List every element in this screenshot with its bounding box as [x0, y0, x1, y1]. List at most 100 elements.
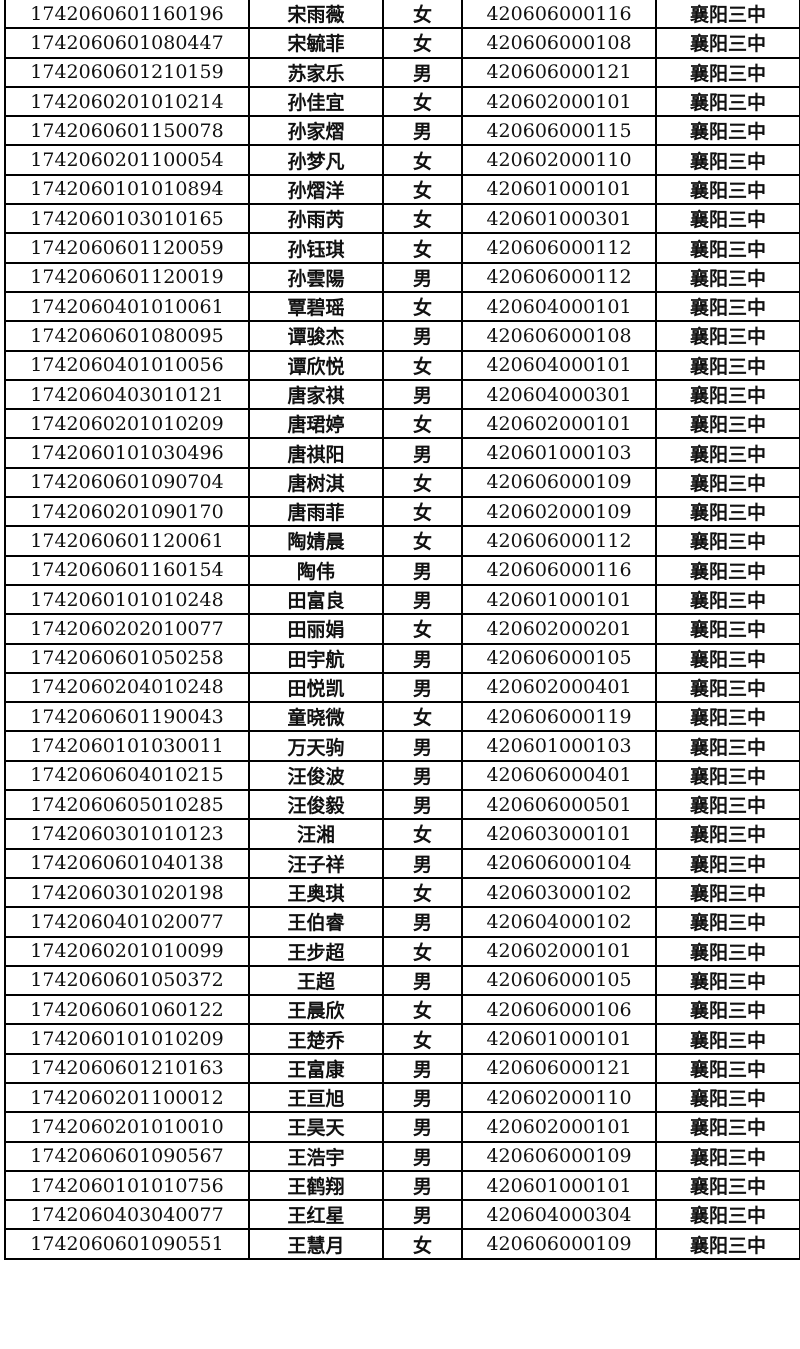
student-table: 1742060601160196 宋雨薇女 420606000116 襄阳三中 1742…: [4, 0, 800, 1260]
table-row: 1742060601120059 孙钰琪女 420606000112 襄阳三中: [4, 232, 800, 264]
school-cell: 襄阳三中: [655, 847, 800, 879]
table-row: 1742060601120019 孙雲陽男 420606000112 襄阳三中: [4, 261, 800, 293]
school-cell: 襄阳三中: [655, 261, 800, 293]
name-cell: 田富良: [248, 583, 384, 616]
gender-cell: 女: [382, 818, 463, 850]
table-row: 1742060101030011 万天驹男 420601000103 襄阳三中: [4, 730, 800, 762]
school-code-cell: 420602000401: [461, 671, 657, 704]
gender-cell: 男: [382, 1052, 463, 1084]
gender-cell: 男: [382, 554, 463, 586]
gender-cell: 女: [382, 525, 463, 557]
school-code-cell: 420602000101: [461, 935, 657, 967]
name-cell: 陶伟: [248, 554, 384, 586]
table-row: 1742060201100012 王亘旭男 420602000110 襄阳三中: [4, 1081, 800, 1114]
exam-id-cell: 1742060403040077: [4, 1199, 250, 1231]
school-code-cell: 420606000109: [461, 1228, 657, 1260]
school-cell: 襄阳三中: [655, 1199, 800, 1231]
exam-id-cell: 1742060301010123: [4, 818, 250, 850]
school-code-cell: 420601000103: [461, 730, 657, 762]
table-row: 1742060101010894 孙熠洋女 420601000101 襄阳三中: [4, 173, 800, 206]
name-cell: 王浩宇: [248, 1140, 384, 1172]
exam-id-cell: 1742060403010121: [4, 378, 250, 411]
table-row: 1742060202010077 田丽娟女 420602000201 襄阳三中: [4, 613, 800, 645]
table-row: 1742060101010756 王鹤翔男 420601000101 襄阳三中: [4, 1169, 800, 1202]
name-cell: 王鹤翔: [248, 1169, 384, 1202]
table-row: 1742060201010010 王昊天男 420602000101 襄阳三中: [4, 1111, 800, 1143]
name-cell: 王亘旭: [248, 1081, 384, 1114]
name-cell: 唐珺婷: [248, 408, 384, 440]
exam-id-cell: 1742060101010248: [4, 583, 250, 616]
name-cell: 汪湘: [248, 818, 384, 850]
table-row: 1742060201010214 孙佳宜女 420602000101 襄阳三中: [4, 85, 800, 118]
school-code-cell: 420606000105: [461, 964, 657, 997]
gender-cell: 男: [382, 642, 463, 674]
table-row: 1742060601190043 童晓微女 420606000119 襄阳三中: [4, 701, 800, 733]
gender-cell: 男: [382, 1169, 463, 1202]
name-cell: 唐家祺: [248, 378, 384, 411]
exam-id-cell: 1742060103010165: [4, 203, 250, 235]
school-code-cell: 420606000121: [461, 56, 657, 88]
name-cell: 孙雲陽: [248, 261, 384, 293]
table-row: 1742060101010209 王楚乔女 420601000101 襄阳三中: [4, 1023, 800, 1055]
name-cell: 孙熠洋: [248, 173, 384, 206]
name-cell: 孙钰琪: [248, 232, 384, 264]
table-row: 1742060401010056 谭欣悦女 420604000101 襄阳三中: [4, 349, 800, 381]
school-code-cell: 420602000110: [461, 1081, 657, 1114]
gender-cell: 男: [382, 964, 463, 997]
exam-id-cell: 1742060601120059: [4, 232, 250, 264]
school-code-cell: 420602000109: [461, 496, 657, 528]
gender-cell: 女: [382, 290, 463, 323]
name-cell: 汪俊波: [248, 759, 384, 792]
school-cell: 襄阳三中: [655, 232, 800, 264]
gender-cell: 女: [382, 935, 463, 967]
name-cell: 苏家乐: [248, 56, 384, 88]
exam-id-cell: 1742060101010209: [4, 1023, 250, 1055]
school-cell: 襄阳三中: [655, 56, 800, 88]
table-row: 1742060101030496 唐祺阳男 420601000103 襄阳三中: [4, 437, 800, 469]
gender-cell: 女: [382, 701, 463, 733]
school-code-cell: 420602000101: [461, 85, 657, 118]
school-code-cell: 420601000101: [461, 1169, 657, 1202]
school-cell: 襄阳三中: [655, 173, 800, 206]
gender-cell: 女: [382, 876, 463, 909]
exam-id-cell: 1742060601120019: [4, 261, 250, 293]
school-code-cell: 420606000108: [461, 27, 657, 59]
table-row: 1742060601080447 宋毓菲女 420606000108 襄阳三中: [4, 27, 800, 59]
school-code-cell: 420602000101: [461, 408, 657, 440]
school-cell: 襄阳三中: [655, 554, 800, 586]
gender-cell: 男: [382, 261, 463, 293]
school-cell: 襄阳三中: [655, 583, 800, 616]
school-cell: 襄阳三中: [655, 378, 800, 411]
table-row: 1742060605010285 汪俊毅男 420606000501 襄阳三中: [4, 789, 800, 821]
exam-id-cell: 1742060202010077: [4, 613, 250, 645]
school-cell: 襄阳三中: [655, 1169, 800, 1202]
name-cell: 宋毓菲: [248, 27, 384, 59]
name-cell: 陶婧晨: [248, 525, 384, 557]
gender-cell: 女: [382, 994, 463, 1026]
school-cell: 襄阳三中: [655, 408, 800, 440]
gender-cell: 男: [382, 730, 463, 762]
name-cell: 唐雨菲: [248, 496, 384, 528]
name-cell: 万天驹: [248, 730, 384, 762]
table-row: 1742060201100054 孙梦凡女 420602000110 襄阳三中: [4, 144, 800, 176]
exam-id-cell: 1742060601120061: [4, 525, 250, 557]
school-code-cell: 420604000101: [461, 290, 657, 323]
school-code-cell: 420603000101: [461, 818, 657, 850]
school-code-cell: 420604000304: [461, 1199, 657, 1231]
school-code-cell: 420606000109: [461, 1140, 657, 1172]
school-cell: 襄阳三中: [655, 320, 800, 352]
gender-cell: 女: [382, 408, 463, 440]
table-row: 1742060103010165 孙雨芮女 420601000301 襄阳三中: [4, 203, 800, 235]
school-cell: 襄阳三中: [655, 759, 800, 792]
exam-id-cell: 1742060601060122: [4, 994, 250, 1026]
table-row: 1742060401020077 王伯睿男 420604000102 襄阳三中: [4, 906, 800, 938]
school-cell: 襄阳三中: [655, 730, 800, 762]
school-cell: 襄阳三中: [655, 671, 800, 704]
exam-id-cell: 1742060101010894: [4, 173, 250, 206]
student-table-body: 1742060601160196 宋雨薇女 420606000116 襄阳三中 1742…: [4, 0, 800, 1260]
exam-id-cell: 1742060605010285: [4, 789, 250, 821]
exam-id-cell: 1742060601210163: [4, 1052, 250, 1084]
gender-cell: 女: [382, 232, 463, 264]
name-cell: 谭欣悦: [248, 349, 384, 381]
name-cell: 王楚乔: [248, 1023, 384, 1055]
